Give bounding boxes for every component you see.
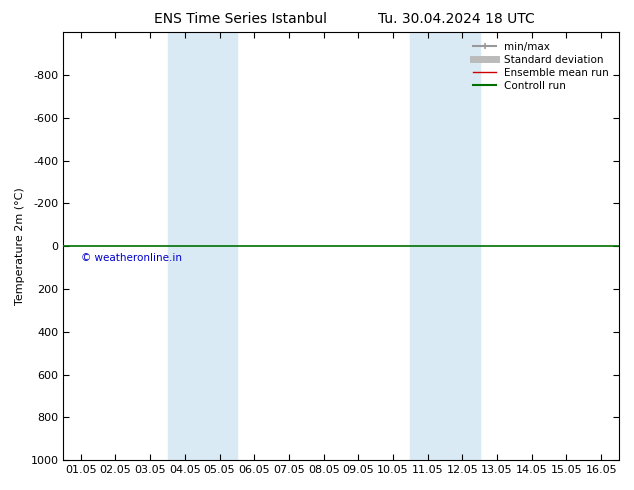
Legend: min/max, Standard deviation, Ensemble mean run, Controll run: min/max, Standard deviation, Ensemble me… [469, 37, 613, 95]
Text: ENS Time Series Istanbul: ENS Time Series Istanbul [155, 12, 327, 26]
Y-axis label: Temperature 2m (°C): Temperature 2m (°C) [15, 187, 25, 305]
Bar [167, 32, 237, 460]
Bar [410, 32, 480, 460]
Text: Tu. 30.04.2024 18 UTC: Tu. 30.04.2024 18 UTC [378, 12, 535, 26]
Text: © weatheronline.in: © weatheronline.in [81, 252, 182, 263]
